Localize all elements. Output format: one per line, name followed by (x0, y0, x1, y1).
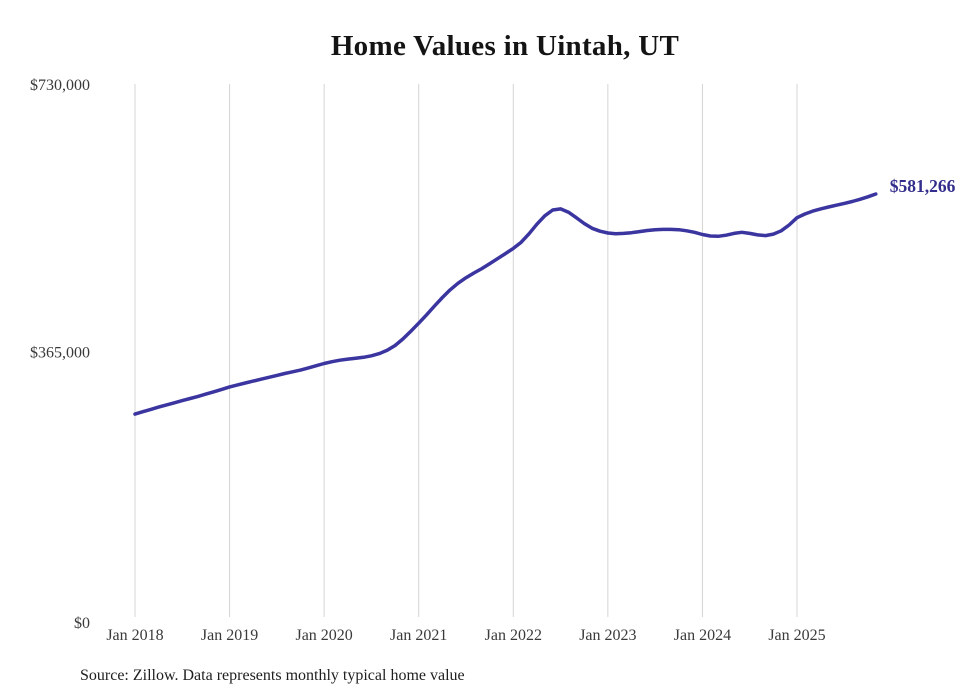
y-tick-label: $365,000 (30, 345, 90, 362)
x-tick-label: Jan 2025 (768, 627, 825, 644)
home-value-line (133, 192, 878, 416)
x-tick-label: Jan 2022 (485, 627, 542, 644)
latest-value-label: $581,266 (890, 176, 956, 196)
source-note: Source: Zillow. Data represents monthly … (80, 667, 465, 684)
x-tick-label: Jan 2018 (106, 627, 163, 644)
y-tick-label: $0 (74, 615, 90, 632)
x-tick-label: Jan 2021 (390, 627, 447, 644)
x-tick-label: Jan 2024 (674, 627, 731, 644)
y-tick-label: $730,000 (30, 77, 90, 94)
x-tick-label: Jan 2020 (295, 627, 352, 644)
chart-title: Home Values in Uintah, UT (330, 30, 680, 62)
x-tick-label: Jan 2023 (579, 627, 636, 644)
x-tick-label: Jan 2019 (201, 627, 258, 644)
